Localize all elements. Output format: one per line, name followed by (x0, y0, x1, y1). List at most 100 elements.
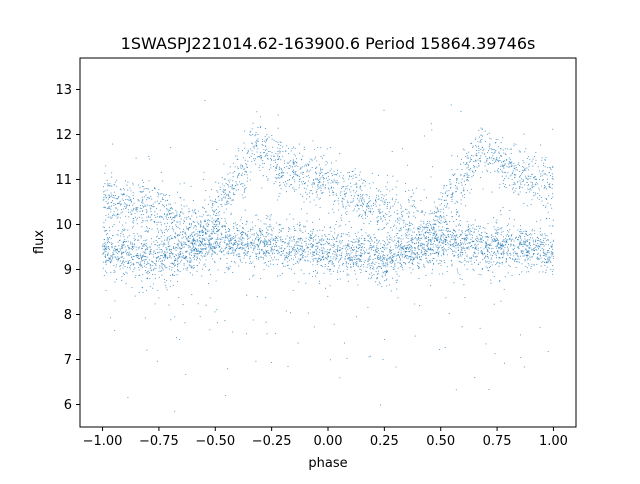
data-point (117, 234, 119, 236)
data-point (147, 270, 149, 272)
data-point (288, 251, 290, 253)
data-point (177, 253, 179, 255)
data-point (143, 244, 145, 246)
data-point (176, 211, 178, 213)
data-point (460, 158, 462, 161)
data-point (293, 264, 295, 266)
data-point (197, 231, 199, 233)
data-point (545, 199, 548, 201)
data-point (323, 226, 326, 228)
data-point (326, 240, 328, 242)
data-point (217, 229, 219, 231)
data-point (527, 254, 529, 256)
data-point (156, 236, 158, 238)
data-point (199, 234, 202, 237)
data-point (333, 264, 335, 267)
data-point (217, 230, 219, 232)
data-point (160, 262, 162, 264)
data-point (203, 238, 205, 240)
data-point (478, 165, 480, 167)
data-point (240, 243, 242, 245)
data-point (485, 242, 487, 244)
data-point (299, 221, 301, 224)
data-point (526, 205, 528, 207)
data-point (346, 245, 348, 247)
data-point (251, 241, 253, 243)
data-point (232, 249, 234, 251)
data-point (185, 373, 187, 376)
data-point (418, 256, 421, 258)
data-point (478, 239, 480, 241)
data-point (265, 262, 267, 264)
data-point (360, 253, 362, 255)
data-point (252, 251, 254, 254)
data-point (286, 257, 289, 259)
data-point (124, 205, 126, 207)
data-point (270, 263, 272, 265)
data-point (154, 273, 156, 276)
data-point (345, 263, 347, 265)
data-point (460, 199, 462, 201)
data-point (460, 248, 462, 250)
data-point (396, 227, 398, 229)
data-point (210, 255, 212, 257)
data-point (115, 198, 117, 200)
data-point (245, 223, 247, 225)
data-point (274, 167, 277, 169)
data-point (192, 231, 194, 233)
data-point (180, 248, 182, 250)
data-point (132, 271, 134, 273)
data-point (322, 252, 324, 254)
data-point (141, 226, 143, 228)
data-point (125, 251, 127, 253)
data-point (217, 191, 219, 193)
data-point (400, 249, 402, 251)
data-point (395, 186, 397, 188)
data-point (407, 235, 409, 237)
data-point (402, 262, 404, 264)
data-point (143, 181, 145, 184)
data-point (161, 232, 163, 234)
data-point (540, 241, 542, 243)
data-point (266, 217, 268, 219)
data-point (118, 196, 120, 198)
data-point (115, 207, 118, 209)
data-point (106, 203, 108, 205)
data-point (369, 256, 371, 258)
data-point (314, 235, 316, 237)
data-point (203, 227, 205, 229)
data-point (111, 194, 113, 196)
data-point (234, 232, 236, 234)
data-point (403, 222, 405, 224)
data-point (350, 246, 353, 248)
data-point (527, 271, 529, 273)
data-point (281, 175, 283, 177)
data-point (230, 186, 232, 188)
data-point (284, 254, 286, 257)
data-point (510, 240, 513, 242)
data-point (528, 253, 531, 255)
data-point (335, 240, 337, 243)
data-point (182, 268, 185, 270)
data-point (410, 229, 412, 231)
data-point (348, 257, 350, 259)
data-point (151, 228, 153, 230)
data-point (323, 177, 325, 179)
data-point (519, 225, 522, 227)
data-point (242, 241, 244, 243)
data-point (377, 198, 379, 200)
data-point (362, 182, 364, 184)
data-point (125, 249, 127, 251)
data-point (278, 174, 280, 177)
data-point (324, 187, 326, 189)
data-point (480, 134, 482, 136)
data-point (530, 266, 532, 268)
data-point (440, 192, 442, 194)
data-point (474, 252, 476, 254)
data-point (300, 248, 302, 250)
data-point (386, 203, 389, 206)
data-point (373, 254, 375, 256)
data-point (498, 246, 501, 249)
data-point (548, 260, 550, 263)
data-point (215, 181, 217, 183)
